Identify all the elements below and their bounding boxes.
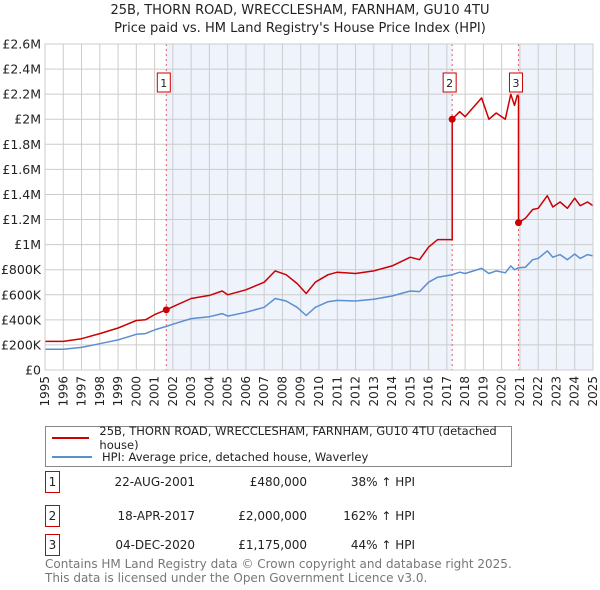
y-tick-label: £400K [1, 312, 42, 327]
y-tick-label: £1.2M [2, 212, 41, 227]
x-tick-label: 2025 [586, 376, 600, 407]
footer-copyright: Contains HM Land Registry data © Crown c… [45, 557, 512, 571]
transaction-marker: 2 [45, 505, 60, 527]
transaction-row: 2 18-APR-2017 £2,000,000 162% ↑ HPI [45, 505, 445, 527]
sale-label-number: 3 [512, 77, 519, 90]
property-price-line [45, 93, 594, 343]
sale-point [162, 306, 170, 314]
x-tick-label: 2014 [385, 376, 399, 407]
x-tick-label: 2024 [568, 376, 582, 407]
y-tick-label: £2.4M [2, 62, 41, 77]
transaction-date: 22-AUG-2001 [114, 475, 196, 489]
hpi-line [45, 250, 594, 351]
y-tick-label: £200K [1, 337, 42, 352]
footer-licence: This data is licensed under the Open Gov… [45, 571, 428, 585]
shaded-period [518, 44, 593, 370]
x-tick-label: 2016 [422, 376, 436, 407]
transaction-date: 18-APR-2017 [117, 509, 195, 523]
x-tick-label: 2021 [513, 376, 527, 407]
transaction-hpi-change: 38% ↑ HPI [350, 475, 415, 489]
transaction-marker: 1 [45, 471, 60, 493]
x-tick-label: 1999 [111, 376, 125, 407]
x-tick-label: 2011 [330, 376, 344, 407]
transaction-hpi-change: 44% ↑ HPI [350, 538, 415, 552]
sale-label-box: 2 [442, 72, 457, 93]
x-tick-label: 2005 [221, 376, 235, 407]
x-tick-label: 2007 [257, 376, 271, 407]
price-chart: 1995 1996 1997 1998 1999 2000 2001 2002 2003 2004… [1, 37, 600, 407]
x-tick-label: 2020 [495, 376, 509, 407]
transaction-marker: 3 [45, 534, 60, 556]
x-tick-label: 2003 [184, 376, 198, 407]
sale-label-border [156, 72, 171, 93]
sale-label-number: 1 [160, 77, 167, 90]
transaction-price: £2,000,000 [238, 509, 307, 523]
legend-item-hpi: HPI: Average price, detached house, Wave… [52, 449, 368, 465]
x-tick-label: 2008 [275, 376, 289, 407]
x-tick-label: 2019 [476, 376, 490, 407]
x-tick-label: 1995 [38, 376, 52, 407]
y-tick-label: £1.6M [2, 162, 41, 177]
x-tick-label: 2018 [458, 376, 472, 407]
x-tick-label: 1996 [56, 376, 70, 407]
sale-label-box: 1 [156, 72, 171, 93]
transaction-date: 04-DEC-2020 [115, 538, 195, 552]
x-tick-label: 1997 [75, 376, 89, 407]
chart-title: 25B, THORN ROAD, WRECCLESHAM, FARNHAM, G… [110, 3, 490, 18]
x-tick-label: 2002 [166, 376, 180, 407]
x-tick-label: 2009 [294, 376, 308, 407]
sale-point [448, 115, 456, 123]
x-tick-label: 1998 [93, 376, 107, 407]
y-tick-label: £2M [14, 112, 41, 127]
y-tick-label: £0 [25, 363, 41, 378]
transaction-hpi-change: 162% ↑ HPI [343, 509, 415, 523]
y-tick-label: £1.8M [2, 137, 41, 152]
x-tick-label: 2004 [202, 376, 216, 407]
transaction-price: £480,000 [249, 475, 307, 489]
sale-label-number: 2 [446, 77, 453, 90]
legend: 25B, THORN ROAD, WRECCLESHAM, FARNHAM, G… [45, 424, 512, 467]
x-tick-label: 2017 [440, 376, 454, 407]
x-tick-label: 2015 [403, 376, 417, 407]
y-tick-label: £2.2M [2, 87, 41, 102]
x-tick-label: 2010 [312, 376, 326, 407]
y-tick-label: £1M [14, 237, 41, 252]
y-tick-label: £1.4M [2, 187, 41, 202]
x-tick-label: 2001 [148, 376, 162, 407]
x-tick-label: 2013 [367, 376, 381, 407]
x-tick-label: 2012 [349, 376, 363, 407]
y-tick-label: £600K [1, 287, 42, 302]
sale-label-border [442, 72, 457, 93]
x-tick-label: 2000 [129, 376, 143, 407]
chart-subtitle: Price paid vs. HM Land Registry's House … [114, 21, 486, 36]
sale-label-box: 3 [508, 72, 523, 93]
legend-item-property: 25B, THORN ROAD, WRECCLESHAM, FARNHAM, G… [52, 424, 511, 452]
legend-swatch-property [52, 437, 90, 439]
y-tick-label: £2.6M [2, 37, 41, 52]
y-tick-label: £800K [1, 262, 42, 277]
transaction-row: 3 04-DEC-2020 £1,175,000 44% ↑ HPI [45, 534, 445, 556]
plot-border [44, 43, 594, 371]
legend-label-hpi: HPI: Average price, detached house, Wave… [102, 450, 369, 464]
legend-swatch-hpi [52, 456, 92, 458]
legend-label-property: 25B, THORN ROAD, WRECCLESHAM, FARNHAM, G… [99, 424, 497, 452]
x-tick-label: 2006 [239, 376, 253, 407]
x-tick-label: 2022 [531, 376, 545, 407]
transaction-price: £1,175,000 [238, 538, 307, 552]
x-tick-label: 2023 [549, 376, 563, 407]
sale-point [514, 219, 522, 227]
transaction-row: 1 22-AUG-2001 £480,000 38% ↑ HPI [45, 471, 445, 493]
sale-label-border [508, 72, 523, 93]
